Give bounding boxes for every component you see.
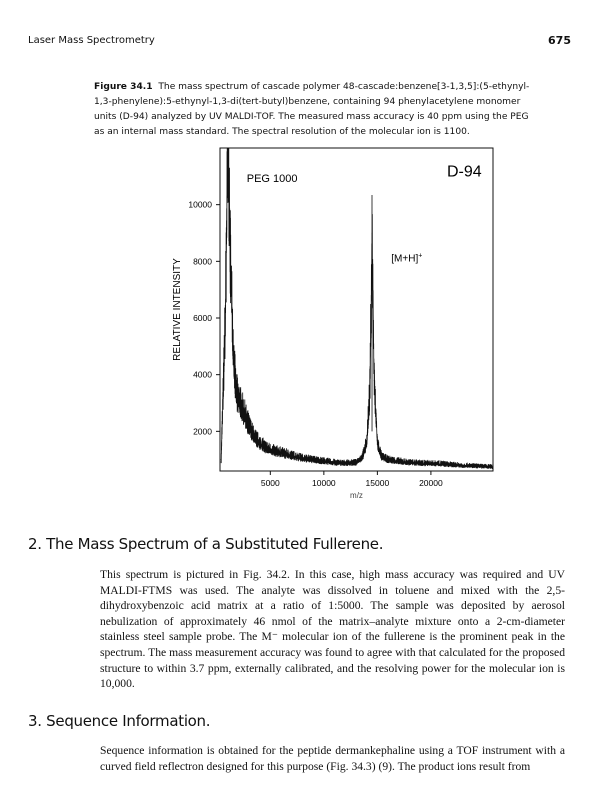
data-point <box>224 317 226 319</box>
data-point <box>312 459 314 461</box>
data-point <box>376 442 378 444</box>
x-tick-label: 10000 <box>312 478 336 488</box>
y-tick-label: 8000 <box>193 256 212 266</box>
data-point <box>259 442 261 444</box>
data-point <box>241 405 242 407</box>
x-tick-label: 20000 <box>419 478 443 488</box>
data-point <box>451 464 453 466</box>
data-point <box>473 465 475 467</box>
data-point <box>484 466 485 467</box>
x-axis-label: m/z <box>350 491 363 500</box>
page-number: 675 <box>548 34 571 47</box>
section-heading: 2. The Mass Spectrum of a Substituted Fu… <box>28 535 384 553</box>
y-tick-label: 10000 <box>188 200 212 210</box>
data-point <box>253 436 255 438</box>
data-point <box>244 413 246 415</box>
data-point <box>419 462 421 464</box>
data-point <box>229 232 231 234</box>
caption-text: The mass spectrum of cascade polymer 48-… <box>94 82 530 137</box>
data-point <box>430 462 432 464</box>
data-point <box>334 462 335 463</box>
spectrum-trace <box>220 147 494 470</box>
data-point <box>381 456 383 458</box>
x-tick-label: 5000 <box>261 478 280 488</box>
section-body: This spectrum is pictured in Fig. 34.2. … <box>100 568 565 691</box>
section-body: Sequence information is obtained for the… <box>100 744 565 773</box>
data-point <box>222 388 224 390</box>
data-point <box>355 462 357 463</box>
mass-spectrum-chart: 2000 4000 6000 8000 10000 5000 10000 15000 20000… <box>172 147 494 500</box>
data-point <box>233 360 235 361</box>
figure-caption: Figure 34.1 The mass spectrum of cascade… <box>94 80 530 140</box>
data-point <box>492 466 494 468</box>
annotation-ion-charge: + <box>418 252 422 259</box>
data-point <box>227 147 228 149</box>
running-title: Laser Mass Spectrometry <box>28 35 155 46</box>
data-point <box>228 175 229 177</box>
data-point <box>235 391 237 393</box>
data-point <box>373 379 375 381</box>
y-tick-label: 2000 <box>193 426 212 436</box>
data-point <box>220 459 222 461</box>
data-point <box>226 232 227 234</box>
annotation-ion: [M+H]+ <box>391 252 422 264</box>
data-point <box>369 388 371 390</box>
y-tick-label: 6000 <box>193 313 212 323</box>
data-point <box>409 462 410 463</box>
data-point <box>323 460 325 462</box>
data-point <box>462 464 464 466</box>
data-point <box>302 457 303 459</box>
data-point <box>237 396 239 398</box>
x-tick-label: 15000 <box>366 478 390 488</box>
data-point <box>248 425 250 427</box>
data-point <box>269 449 271 451</box>
data-point <box>280 452 282 453</box>
data-point <box>366 442 368 444</box>
y-axis-label: RELATIVE INTENSITY <box>172 258 183 361</box>
section-heading: 3. Sequence Information. <box>28 712 211 730</box>
y-tick-label: 4000 <box>193 370 212 380</box>
plot-frame <box>219 147 494 472</box>
data-point <box>231 303 233 305</box>
annotation-peg: PEG 1000 <box>247 173 298 185</box>
figure-label: Figure 34.1 <box>94 82 153 92</box>
data-point <box>264 446 266 448</box>
data-point <box>361 456 363 458</box>
data-point <box>344 462 346 464</box>
data-point <box>291 455 293 456</box>
data-point <box>398 460 400 462</box>
data-point <box>441 463 443 465</box>
data-point <box>387 459 389 461</box>
annotation-sample: D-94 <box>447 163 482 180</box>
